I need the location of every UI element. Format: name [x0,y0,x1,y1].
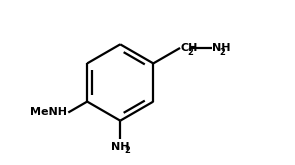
Text: 2: 2 [188,48,194,57]
Text: 2: 2 [124,146,130,155]
Text: NH: NH [212,43,231,53]
Text: NH: NH [111,142,130,152]
Text: 2: 2 [219,48,225,57]
Text: MeNH: MeNH [30,107,67,117]
Text: CH: CH [181,43,198,53]
